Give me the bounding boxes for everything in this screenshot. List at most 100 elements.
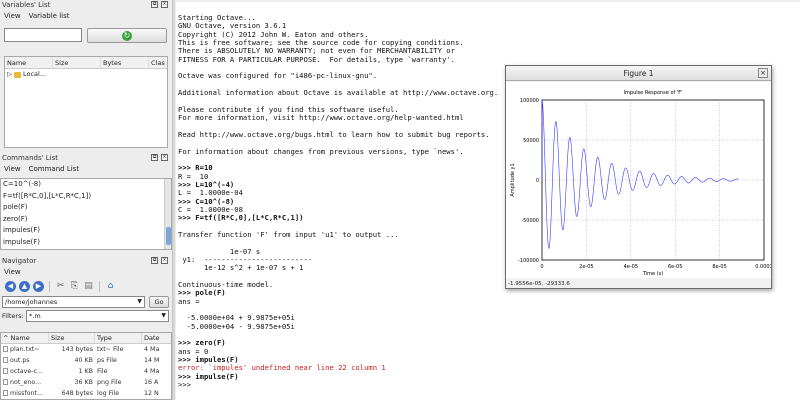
console-line: Please contribute if you find this softw… <box>178 104 399 114</box>
impulse-response-chart[interactable]: 0 2e-05 4e-05 6e-05 8e-05 0.0001100000500000-… <box>506 82 771 278</box>
menu-variable-list[interactable]: Variable list <box>28 12 70 20</box>
console-command-line: >>> C=10^(-8) <box>178 196 235 206</box>
col-date[interactable]: Date <box>144 334 160 342</box>
float-icon[interactable]: ⧉ <box>151 1 158 8</box>
float-icon[interactable]: ⧉ <box>151 257 158 264</box>
forward-icon[interactable]: ▶ <box>33 280 44 292</box>
col-size[interactable]: Size <box>49 333 95 343</box>
col-name[interactable]: Name <box>5 57 53 68</box>
file-table: ^ Name Size Type Date plan.txt~ 143 bytes… <box>0 332 172 400</box>
file-date: 4 Ma <box>144 368 160 375</box>
back-icon[interactable]: ◀ <box>5 280 16 292</box>
commands-menubar: View Command List <box>0 164 172 175</box>
navigator-panel-title-text: Navigator <box>2 257 37 265</box>
figure-window[interactable]: Figure 1 × 0 2e-05 4e-05 6e-05 8e-05 0.0001 10… <box>505 65 772 289</box>
navigator-panel-title: Navigator ⧉ × <box>0 256 172 267</box>
col-size[interactable]: Size <box>53 57 101 68</box>
command-item[interactable]: impulse(F) <box>3 237 41 246</box>
home-folder-icon[interactable]: ⌂ <box>107 280 114 291</box>
file-date: 14 M <box>144 357 160 364</box>
variable-row-name: Local... <box>23 70 47 78</box>
y-tick-label: 0 <box>536 178 539 184</box>
close-icon[interactable]: × <box>161 154 168 161</box>
go-button[interactable]: Go <box>149 296 169 308</box>
col-name[interactable]: ^ Name <box>1 333 49 343</box>
menu-command-list[interactable]: Command List <box>28 165 80 173</box>
file-size: 1 KB <box>78 368 93 375</box>
close-icon[interactable]: × <box>161 257 168 264</box>
file-row[interactable]: missfont... 648 bytes log File 12 N <box>1 388 171 399</box>
expand-arrow-icon[interactable]: ▷ <box>7 70 12 78</box>
toolbar-separator <box>99 280 100 292</box>
x-tick-label: 2e-05 <box>579 264 593 270</box>
console-line: FITNESS FOR A PARTICULAR PURPOSE. For de… <box>178 54 455 64</box>
figure-title-bar[interactable]: Figure 1 × <box>506 66 771 81</box>
navigator-toolbar: ◀ ▲ ▶ ✂ ⎘ ▤ ⌂ <box>0 278 172 294</box>
file-size: 40 KB <box>74 357 93 364</box>
cut-icon[interactable]: ✂ <box>56 280 65 291</box>
file-table-header: ^ Name Size Type Date <box>1 333 171 344</box>
variable-row[interactable]: ▷ Local... <box>5 69 167 80</box>
path-dropdown-icon[interactable]: ▼ <box>137 298 142 305</box>
console-line: L = 1.0000e-04 <box>178 188 243 198</box>
file-row[interactable]: not_eno... 36 KB png File 16 A <box>1 377 171 388</box>
command-item[interactable]: pole(F) <box>3 203 28 211</box>
file-name-text: plan.txt~ <box>10 346 40 353</box>
close-icon[interactable]: × <box>161 1 168 8</box>
filter-dropdown-icon[interactable]: ▼ <box>161 312 166 319</box>
copy-icon[interactable]: ⎘ <box>70 280 79 291</box>
filters-label: Filters: <box>2 312 24 320</box>
panel-splitter[interactable] <box>172 0 175 400</box>
file-name-text: missfont... <box>10 390 43 397</box>
command-item[interactable]: zero(F) <box>3 214 28 223</box>
console-command-line: >>> pole(F) <box>178 288 226 298</box>
up-icon[interactable]: ▲ <box>19 280 30 292</box>
paste-icon[interactable]: ▤ <box>84 280 93 291</box>
figure-status-text: -1.9556e-05, -29333.6 <box>508 281 570 287</box>
col-name-label: Name <box>10 334 30 342</box>
command-item[interactable]: C=10^(-8) <box>3 180 41 188</box>
col-class[interactable]: Clas <box>151 59 165 67</box>
document-icon <box>3 357 8 363</box>
command-list-scrollbar[interactable] <box>164 179 171 249</box>
filter-input[interactable]: *.m ▼ <box>26 310 169 322</box>
y-tick-label: -50000 <box>521 218 539 224</box>
y-tick-label: 50000 <box>523 138 539 144</box>
menu-view[interactable]: View <box>4 12 21 20</box>
file-name: plan.txt~ <box>1 344 49 355</box>
variable-search-input[interactable] <box>4 28 82 42</box>
refresh-button[interactable]: ↻ <box>87 28 167 43</box>
file-row[interactable]: out.ps 40 KB ps File 14 M <box>1 355 171 366</box>
navigator-menubar: View <box>0 267 172 278</box>
console-command-line: >>> impulse(F) <box>178 371 239 381</box>
file-row[interactable]: plan.txt~ 143 bytes txt~ File 4 Ma <box>1 344 171 355</box>
file-row[interactable]: octave-c... 1 KB File 4 Ma <box>1 366 171 377</box>
console-line: Additional information about Octave is a… <box>178 88 499 98</box>
col-bytes[interactable]: Bytes <box>101 57 149 68</box>
file-size: 648 bytes <box>61 390 93 397</box>
console-error-line: error: `impules' undefined near line 22 … <box>178 363 386 373</box>
variables-table: Name Size Bytes Clas ▷ Local... <box>4 56 168 148</box>
folder-icon <box>14 71 21 78</box>
console-command-line: >>> zero(F) <box>178 338 226 348</box>
file-date: 4 Ma <box>144 346 160 353</box>
float-icon[interactable]: ⧉ <box>151 154 158 161</box>
console-line: Continuous-time model. <box>178 280 274 289</box>
command-item[interactable]: F=tf([R*C,0],[L*C,R*C,1]) <box>3 191 92 200</box>
console-line: Read http://www.octave.org/bugs.html to … <box>178 129 490 139</box>
menu-view[interactable]: View <box>4 165 21 173</box>
commands-panel: Commands' List ⧉ × View Command List C=10… <box>0 153 172 253</box>
close-icon[interactable]: × <box>758 68 768 78</box>
console-line: y1: ------------------------- <box>178 254 313 264</box>
scrollbar-thumb[interactable] <box>166 227 171 245</box>
console-line: Copyright (C) 2012 John W. Eaton and oth… <box>178 29 369 39</box>
x-axis-label: Time (s) <box>642 271 663 277</box>
menu-view[interactable]: View <box>4 268 21 276</box>
command-history-list: C=10^(-8) F=tf([R*C,0],[L*C,R*C,1]) pole… <box>0 178 172 250</box>
col-type[interactable]: Type <box>95 333 142 343</box>
impulse-response-line <box>541 99 739 249</box>
file-date: 16 A <box>144 379 159 386</box>
command-item[interactable]: impules(F) <box>3 226 41 234</box>
console-line: Octave was configured for "i486-pc-linux… <box>178 71 378 81</box>
path-input[interactable]: /home/johannes ▼ <box>2 296 145 308</box>
